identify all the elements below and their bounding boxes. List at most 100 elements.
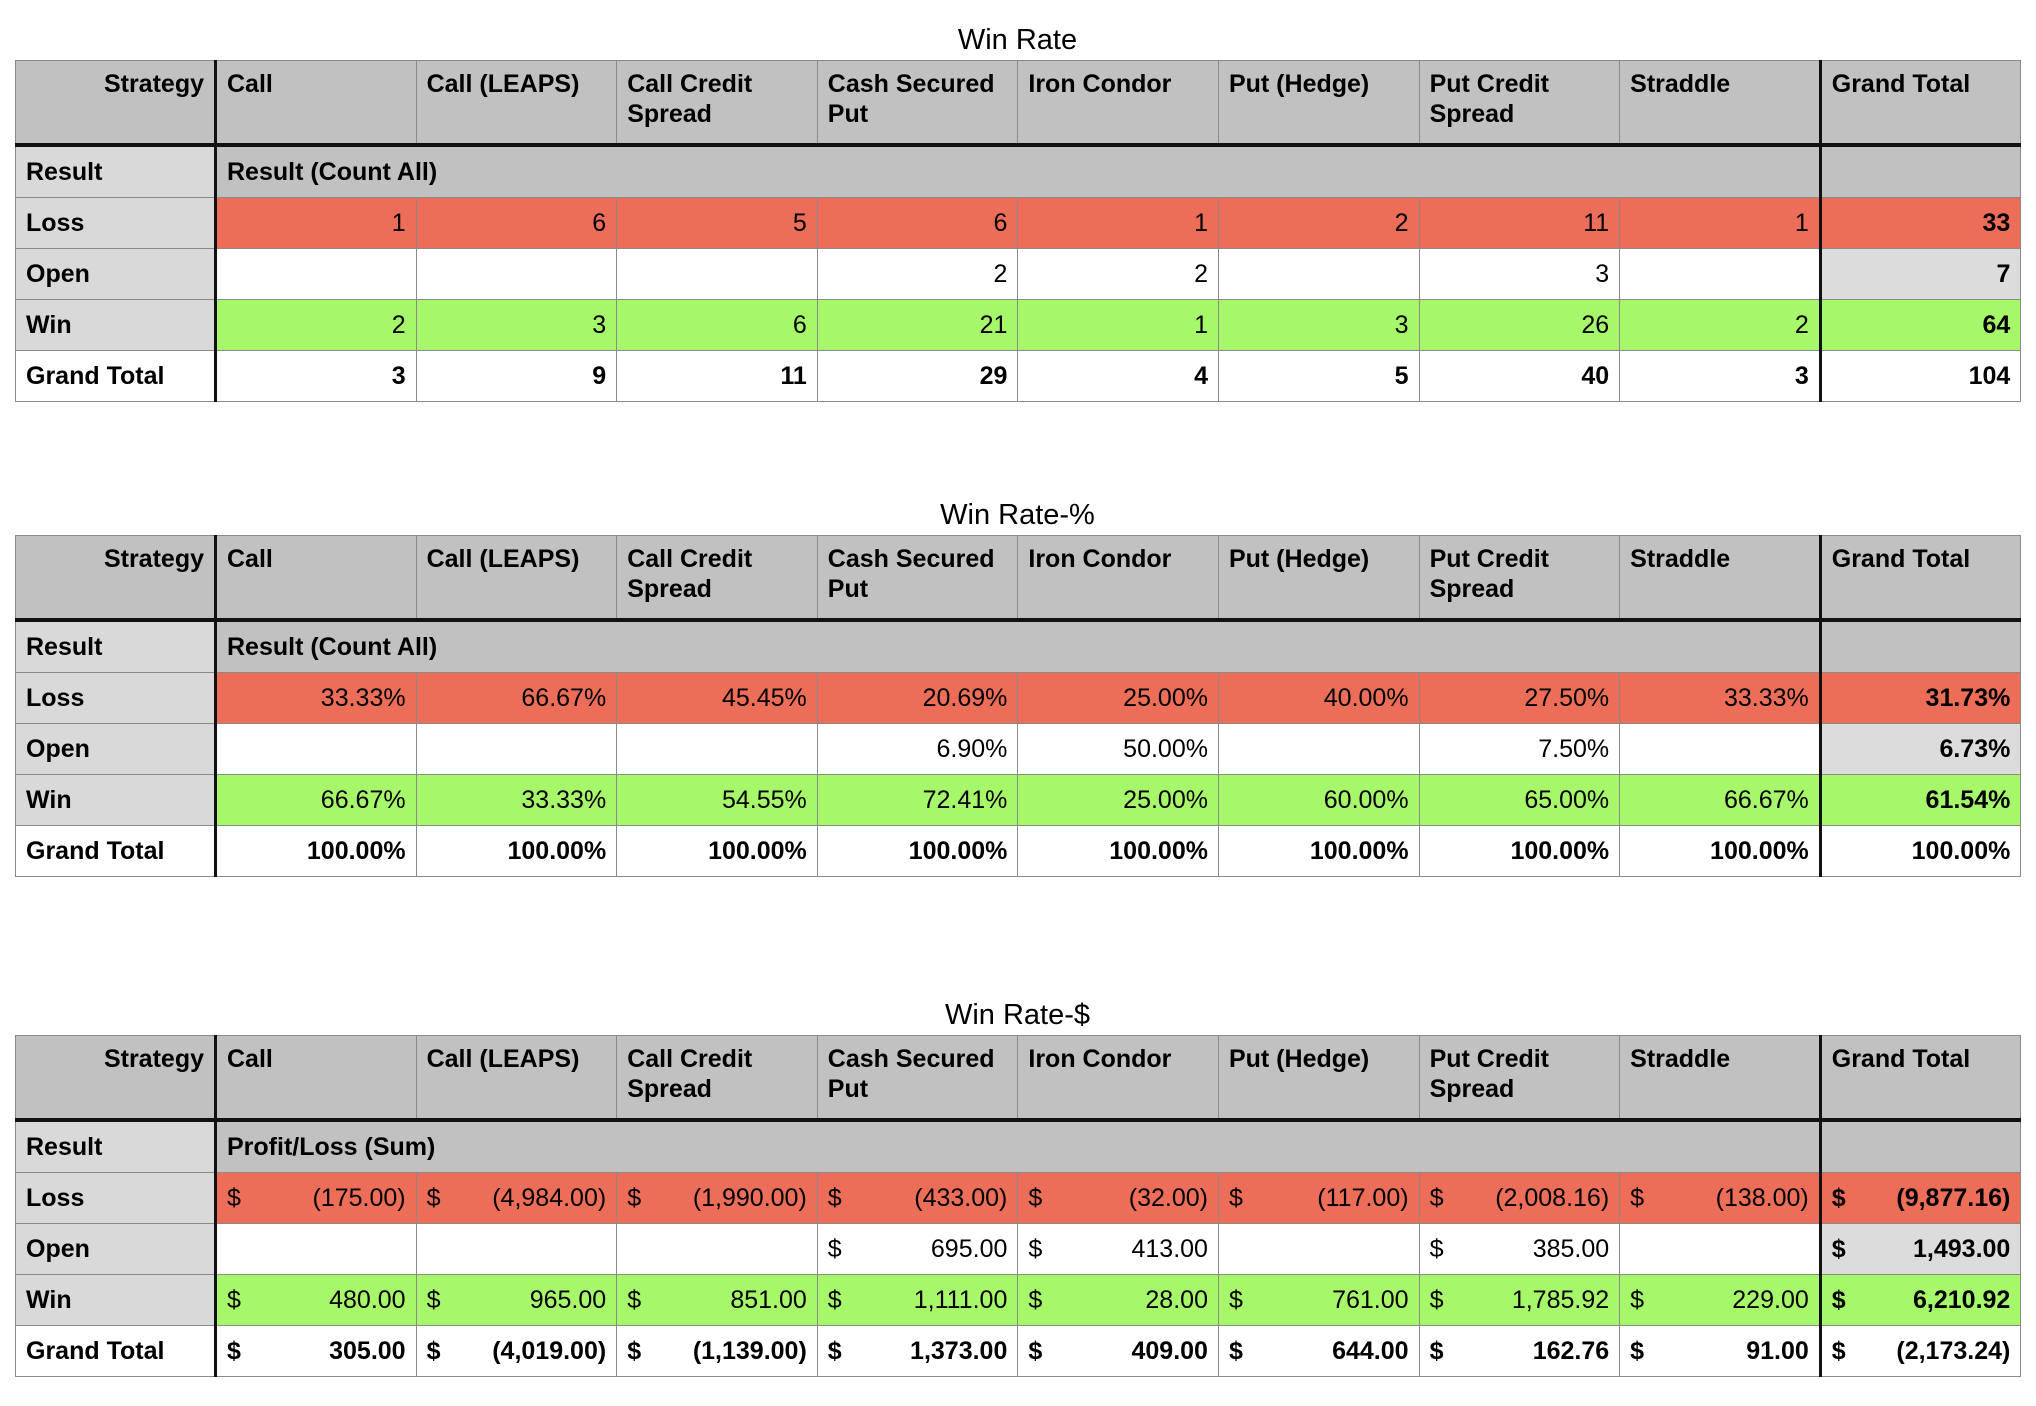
value-cell[interactable]: 2 [1619,299,1821,351]
column-header[interactable]: Iron Condor [1017,60,1219,147]
column-header[interactable]: Put Credit Spread [1418,60,1621,147]
value-cell[interactable] [214,723,417,775]
column-header[interactable]: Put (Hedge) [1217,535,1420,622]
column-header[interactable]: Call [214,60,417,147]
value-cell[interactable]: 6 [616,299,818,351]
result-header[interactable]: Result [15,144,216,198]
column-header[interactable]: Call (LEAPS) [415,1035,618,1122]
value-cell[interactable]: 3 [1217,299,1420,351]
value-cell[interactable]: $851.00 [616,1274,818,1326]
value-cell[interactable]: 1 [214,197,417,249]
value-cell[interactable]: $ (433.00) [816,1172,1019,1224]
column-header[interactable]: Straddle [1619,1035,1821,1122]
row-label[interactable]: Grand Total [15,350,216,402]
value-cell[interactable]: $ (138.00) [1619,1172,1821,1224]
value-cell[interactable]: 66.67% [214,774,417,826]
value-cell[interactable] [1217,1223,1420,1275]
value-cell[interactable]: 5 [1217,350,1420,402]
value-cell[interactable]: $28.00 [1017,1274,1219,1326]
value-cell[interactable]: 27.50% [1418,672,1621,724]
value-cell[interactable]: 1 [1017,197,1219,249]
value-cell[interactable] [214,248,417,300]
value-cell[interactable]: 2 [1217,197,1420,249]
value-cell[interactable]: $ (175.00) [214,1172,417,1224]
value-cell[interactable]: 45.45% [616,672,818,724]
value-cell[interactable]: 3 [1619,350,1821,402]
column-header[interactable]: Cash Secured Put [816,535,1019,622]
value-cell[interactable]: $1,373.00 [816,1325,1019,1377]
value-cell[interactable] [1619,723,1821,775]
measure-label[interactable]: Profit/Loss (Sum) [214,1119,1821,1173]
column-header[interactable]: Cash Secured Put [816,60,1019,147]
value-cell[interactable]: $965.00 [415,1274,618,1326]
row-label[interactable]: Loss [15,1172,216,1224]
column-header[interactable]: Call Credit Spread [616,535,818,622]
value-cell[interactable]: 40 [1418,350,1621,402]
value-cell[interactable]: 64 [1818,299,2022,351]
value-cell[interactable]: $1,111.00 [816,1274,1019,1326]
value-cell[interactable]: 65.00% [1418,774,1621,826]
row-label[interactable]: Win [15,1274,216,1326]
value-cell[interactable]: 6 [816,197,1019,249]
value-cell[interactable]: $6,210.92 [1818,1274,2022,1326]
value-cell[interactable]: 100.00% [816,825,1019,877]
column-header[interactable]: Put Credit Spread [1418,535,1621,622]
value-cell[interactable]: $480.00 [214,1274,417,1326]
value-cell[interactable]: 66.67% [1619,774,1821,826]
value-cell[interactable]: $413.00 [1017,1223,1219,1275]
value-cell[interactable]: $162.76 [1418,1325,1621,1377]
value-cell[interactable]: 29 [816,350,1019,402]
value-cell[interactable] [1619,1223,1821,1275]
strategy-header[interactable]: Strategy [15,1035,216,1122]
value-cell[interactable]: $ (2,008.16) [1418,1172,1621,1224]
value-cell[interactable]: 66.67% [415,672,618,724]
value-cell[interactable]: 11 [616,350,818,402]
column-header[interactable]: Call [214,535,417,622]
value-cell[interactable] [616,1223,818,1275]
column-header[interactable]: Call Credit Spread [616,1035,818,1122]
strategy-header[interactable]: Strategy [15,535,216,622]
value-cell[interactable]: 100.00% [214,825,417,877]
value-cell[interactable]: 25.00% [1017,672,1219,724]
value-cell[interactable] [616,723,818,775]
value-cell[interactable]: 61.54% [1818,774,2022,826]
value-cell[interactable] [1217,248,1420,300]
column-header[interactable]: Grand Total [1818,60,2022,147]
value-cell[interactable]: $761.00 [1217,1274,1420,1326]
value-cell[interactable] [214,1223,417,1275]
value-cell[interactable]: 33 [1818,197,2022,249]
result-header[interactable]: Result [15,1119,216,1173]
row-label[interactable]: Loss [15,197,216,249]
column-header[interactable]: Iron Condor [1017,535,1219,622]
value-cell[interactable]: $ (1,139.00) [616,1325,818,1377]
value-cell[interactable]: $ (1,990.00) [616,1172,818,1224]
value-cell[interactable]: 33.33% [214,672,417,724]
column-header[interactable]: Put Credit Spread [1418,1035,1621,1122]
column-header[interactable]: Call (LEAPS) [415,535,618,622]
value-cell[interactable]: 4 [1017,350,1219,402]
value-cell[interactable]: $1,785.92 [1418,1274,1621,1326]
value-cell[interactable]: 33.33% [1619,672,1821,724]
value-cell[interactable]: 100.00% [415,825,618,877]
value-cell[interactable]: $1,493.00 [1818,1223,2022,1275]
row-label[interactable]: Grand Total [15,1325,216,1377]
row-label[interactable]: Win [15,299,216,351]
row-label[interactable]: Open [15,723,216,775]
value-cell[interactable] [1217,723,1420,775]
value-cell[interactable]: 100.00% [1818,825,2022,877]
value-cell[interactable] [616,248,818,300]
column-header[interactable]: Straddle [1619,60,1821,147]
value-cell[interactable]: 3 [214,350,417,402]
row-label[interactable]: Win [15,774,216,826]
value-cell[interactable]: 7.50% [1418,723,1621,775]
value-cell[interactable]: 1 [1619,197,1821,249]
value-cell[interactable] [415,1223,618,1275]
result-header[interactable]: Result [15,619,216,673]
value-cell[interactable]: $91.00 [1619,1325,1821,1377]
column-header[interactable]: Call [214,1035,417,1122]
value-cell[interactable]: 100.00% [1017,825,1219,877]
value-cell[interactable]: 6.73% [1818,723,2022,775]
value-cell[interactable]: 20.69% [816,672,1019,724]
column-header[interactable]: Call Credit Spread [616,60,818,147]
value-cell[interactable]: 72.41% [816,774,1019,826]
